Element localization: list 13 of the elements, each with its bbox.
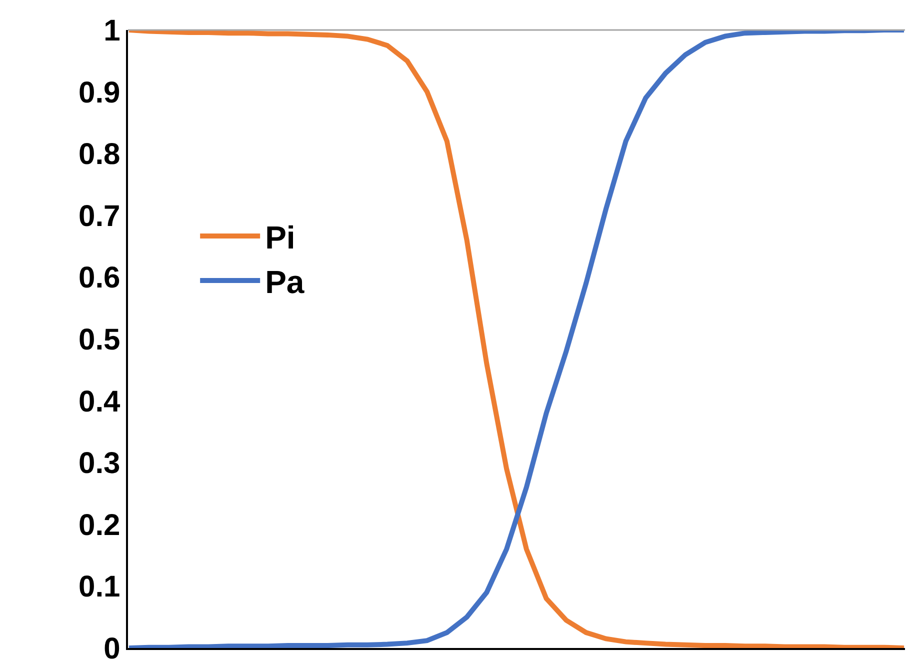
y-tick-label: 0.5 bbox=[78, 324, 120, 356]
y-tick-label: 0.3 bbox=[78, 447, 120, 480]
y-tick-label: 0 bbox=[104, 632, 120, 666]
y-tick-label: 0.2 bbox=[78, 508, 120, 542]
y-tick-label: 0.4 bbox=[78, 385, 121, 418]
y-tick-label: 0.8 bbox=[78, 138, 120, 172]
y-tick-label: 0.7 bbox=[78, 200, 120, 233]
y-tick-label: 0.9 bbox=[78, 76, 120, 110]
legend-label: Pa bbox=[265, 264, 304, 300]
y-tick-label: 0.6 bbox=[78, 262, 120, 295]
y-tick-label: 1 bbox=[104, 14, 120, 48]
y-tick-label: 0.1 bbox=[78, 570, 120, 604]
legend-label: Pi bbox=[265, 219, 296, 256]
